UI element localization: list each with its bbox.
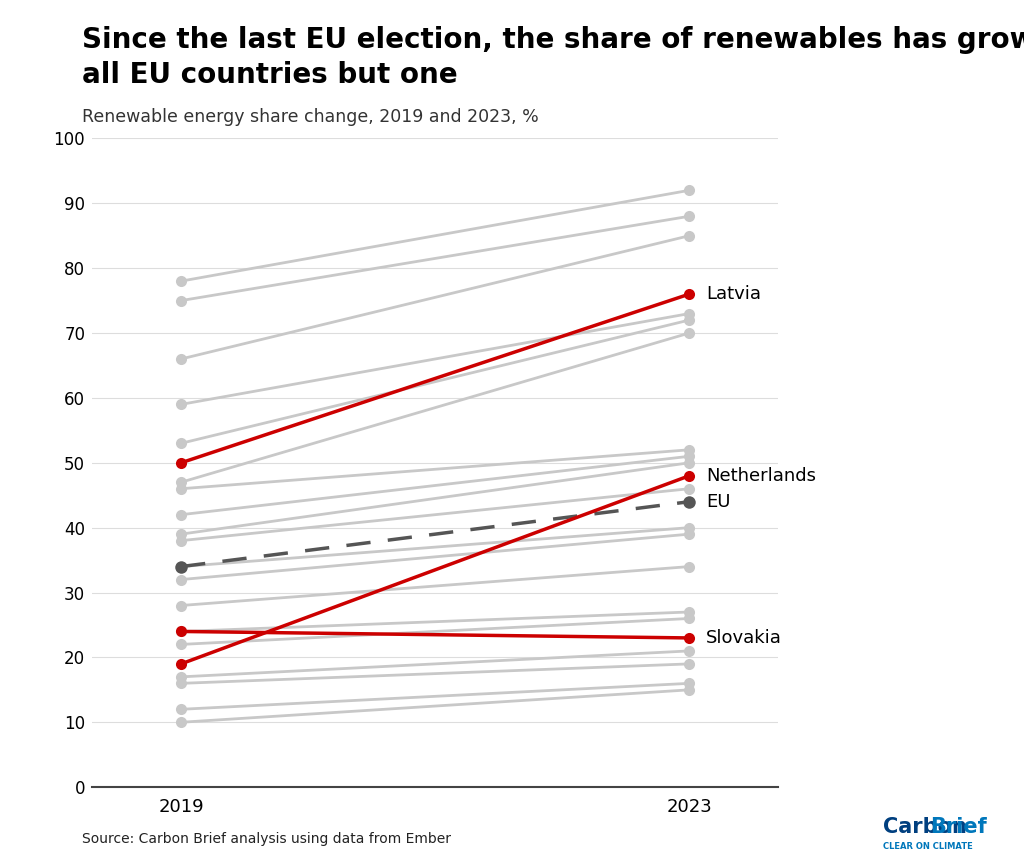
Text: Carbon: Carbon	[883, 817, 967, 837]
Text: Latvia: Latvia	[706, 285, 761, 303]
Text: Slovakia: Slovakia	[706, 629, 782, 647]
Text: Netherlands: Netherlands	[706, 467, 816, 484]
Text: Since the last EU election, the share of renewables has grown in
all EU countrie: Since the last EU election, the share of…	[82, 26, 1024, 88]
Text: EU: EU	[706, 493, 730, 510]
Text: Brief: Brief	[930, 817, 986, 837]
Text: CLEAR ON CLIMATE: CLEAR ON CLIMATE	[883, 843, 973, 851]
Text: Renewable energy share change, 2019 and 2023, %: Renewable energy share change, 2019 and …	[82, 108, 539, 126]
Text: Source: Carbon Brief analysis using data from Ember: Source: Carbon Brief analysis using data…	[82, 832, 451, 846]
